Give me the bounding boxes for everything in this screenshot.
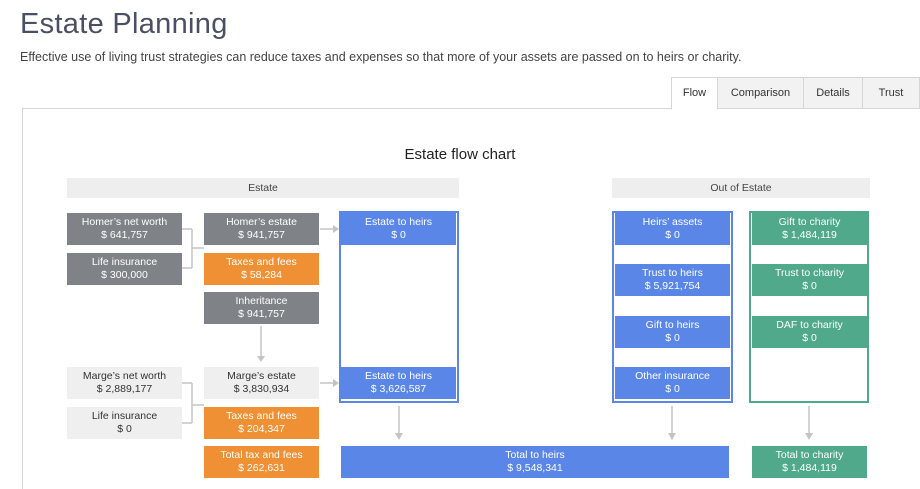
gift-to-charity-box: Gift to charity $ 1,484,119 [752, 213, 867, 245]
homer-net-worth-label: Homer’s net worth [81, 216, 168, 228]
gift-to-charity-value: $ 1,484,119 [782, 228, 837, 241]
tab-trust[interactable]: Trust [863, 77, 920, 109]
homer-estate-to-heirs-box: Estate to heirs $ 0 [341, 213, 456, 245]
heirs-assets-label: Heirs’ assets [642, 216, 703, 228]
trust-to-charity-label: Trust to charity [774, 267, 845, 279]
tab-comparison[interactable]: Comparison [718, 77, 804, 109]
trust-to-heirs-label: Trust to heirs [642, 267, 703, 279]
gift-to-heirs-box: Gift to heirs $ 0 [615, 316, 730, 348]
charity-column [749, 211, 869, 403]
trust-to-heirs-box: Trust to heirs $ 5,921,754 [615, 264, 730, 296]
marge-taxes-value: $ 204,347 [238, 422, 285, 435]
total-tax-value: $ 262,631 [238, 461, 285, 474]
total-tax-box: Total tax and fees $ 262,631 [204, 446, 319, 478]
tab-bar: Flow Comparison Details Trust [671, 77, 920, 110]
homer-life-insurance-value: $ 300,000 [101, 268, 148, 281]
heirs-assets-value: $ 0 [665, 228, 680, 241]
other-insurance-box: Other insurance $ 0 [615, 367, 730, 399]
marge-net-worth-label: Marge’s net worth [82, 370, 167, 382]
marge-estate-value: $ 3,830,934 [233, 382, 290, 395]
marge-estate-to-heirs-label: Estate to heirs [364, 370, 433, 382]
total-to-heirs-box: Total to heirs $ 9,548,341 [341, 446, 729, 478]
marge-taxes-label: Taxes and fees [226, 410, 297, 422]
tab-flow[interactable]: Flow [671, 77, 718, 110]
total-to-charity-label: Total to charity [775, 449, 844, 461]
total-to-charity-box: Total to charity $ 1,484,119 [752, 446, 867, 478]
marge-taxes-box: Taxes and fees $ 204,347 [204, 407, 319, 439]
tab-details[interactable]: Details [804, 77, 863, 109]
marge-estate-box: Marge’s estate $ 3,830,934 [204, 367, 319, 399]
other-insurance-label: Other insurance [635, 370, 710, 382]
total-to-heirs-label: Total to heirs [505, 449, 565, 461]
homer-taxes-box: Taxes and fees $ 58,284 [204, 253, 319, 285]
marge-estate-to-heirs-box: Estate to heirs $ 3,626,587 [341, 367, 456, 399]
homer-net-worth-value: $ 641,757 [101, 228, 148, 241]
homer-estate-box: Homer’s estate $ 941,757 [204, 213, 319, 245]
inheritance-box: Inheritance $ 941,757 [204, 292, 319, 324]
homer-estate-to-heirs-value: $ 0 [391, 228, 406, 241]
homer-estate-value: $ 941,757 [238, 228, 285, 241]
marge-estate-to-heirs-value: $ 3,626,587 [370, 382, 427, 395]
marge-net-worth-box: Marge’s net worth $ 2,889,177 [67, 367, 182, 399]
heirs-column [612, 211, 733, 403]
other-insurance-value: $ 0 [665, 382, 680, 395]
marge-life-insurance-box: Life insurance $ 0 [67, 407, 182, 439]
estate-header: Estate [67, 178, 459, 198]
homer-life-insurance-box: Life insurance $ 300,000 [67, 253, 182, 285]
marge-life-insurance-value: $ 0 [117, 422, 132, 435]
inheritance-value: $ 941,757 [238, 307, 285, 320]
daf-to-charity-box: DAF to charity $ 0 [752, 316, 867, 348]
page-title: Estate Planning [20, 8, 228, 40]
gift-to-heirs-value: $ 0 [665, 331, 680, 344]
total-tax-label: Total tax and fees [220, 449, 303, 461]
homer-taxes-label: Taxes and fees [226, 256, 297, 268]
page-description: Effective use of living trust strategies… [20, 50, 742, 64]
daf-to-charity-label: DAF to charity [776, 319, 843, 331]
gift-to-heirs-label: Gift to heirs [645, 319, 700, 331]
daf-to-charity-value: $ 0 [802, 331, 817, 344]
heirs-assets-box: Heirs’ assets $ 0 [615, 213, 730, 245]
marge-net-worth-value: $ 2,889,177 [96, 382, 153, 395]
trust-to-charity-box: Trust to charity $ 0 [752, 264, 867, 296]
marge-life-insurance-label: Life insurance [91, 410, 158, 422]
homer-estate-to-heirs-label: Estate to heirs [364, 216, 433, 228]
homer-estate-label: Homer’s estate [226, 216, 297, 228]
chart-title: Estate flow chart [404, 146, 516, 163]
inheritance-label: Inheritance [235, 295, 288, 307]
out-of-estate-header: Out of Estate [612, 178, 870, 198]
homer-net-worth-box: Homer’s net worth $ 641,757 [67, 213, 182, 245]
homer-life-insurance-label: Life insurance [91, 256, 158, 268]
estate-to-heirs-column [339, 211, 459, 403]
homer-taxes-value: $ 58,284 [241, 268, 282, 281]
marge-estate-label: Marge’s estate [227, 370, 296, 382]
total-to-charity-value: $ 1,484,119 [782, 461, 837, 474]
trust-to-charity-value: $ 0 [802, 279, 817, 292]
trust-to-heirs-value: $ 5,921,754 [644, 279, 701, 292]
gift-to-charity-label: Gift to charity [778, 216, 841, 228]
total-to-heirs-value: $ 9,548,341 [507, 461, 563, 474]
